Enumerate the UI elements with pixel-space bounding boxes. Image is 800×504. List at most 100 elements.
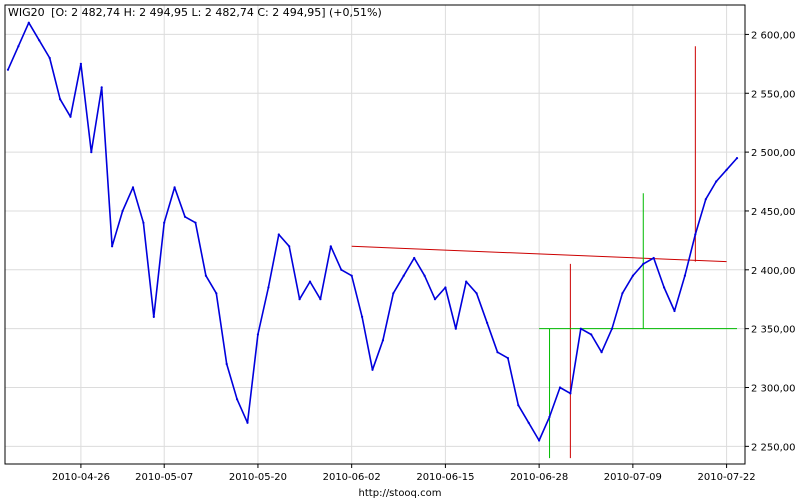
- grid-layer: [5, 5, 745, 464]
- price-point: [673, 309, 676, 313]
- price-point: [319, 298, 322, 301]
- price-point: [236, 398, 239, 401]
- chart-header: WIG20 [O: 2 482,74 H: 2 494,95 L: 2 482,…: [8, 6, 382, 19]
- x-tick-label: 2010-06-28: [510, 472, 568, 483]
- x-tick-label: 2010-06-15: [416, 472, 474, 483]
- price-point: [496, 351, 499, 354]
- annotation-layer: [351, 46, 737, 459]
- price-point: [38, 39, 41, 42]
- price-point: [152, 315, 155, 318]
- price-point: [90, 151, 93, 154]
- x-tick-label: 2010-07-09: [604, 472, 662, 483]
- y-tick-label: 2 300,00: [751, 384, 796, 395]
- price-point: [194, 221, 197, 224]
- y-tick-label: 2 450,00: [751, 207, 796, 218]
- y-tick-label: 2 350,00: [751, 325, 796, 336]
- price-point: [413, 256, 416, 260]
- y-tick-label: 2 600,00: [751, 30, 796, 41]
- price-point: [486, 321, 489, 324]
- price-point: [381, 339, 384, 342]
- price-point: [361, 315, 364, 318]
- price-point: [392, 292, 395, 295]
- price-point: [121, 209, 124, 213]
- resistance-trendline: [351, 245, 727, 263]
- price-point: [704, 198, 707, 201]
- price-point: [246, 421, 249, 424]
- x-axis: 2010-04-26 2010-05-07 2010-05-20 2010-06-02…: [52, 464, 756, 483]
- x-tick-label: 2010-07-22: [698, 472, 756, 483]
- y-tick-label: 2 550,00: [751, 89, 796, 100]
- price-point: [454, 327, 457, 330]
- price-point: [631, 274, 635, 277]
- price-point: [444, 286, 447, 289]
- price-point: [204, 274, 207, 277]
- y-tick-label: 2 400,00: [751, 266, 796, 277]
- price-point: [79, 62, 82, 65]
- price-point: [475, 292, 478, 295]
- price-point: [329, 245, 332, 248]
- price-point: [27, 21, 30, 24]
- price-point: [17, 45, 20, 48]
- series-layer: [6, 21, 739, 442]
- x-tick-label: 2010-04-26: [52, 472, 110, 483]
- price-point: [423, 274, 426, 277]
- price-point: [735, 157, 739, 160]
- price-point: [621, 292, 624, 295]
- price-point: [506, 357, 509, 360]
- y-tick-label: 2 250,00: [751, 442, 796, 453]
- price-point: [6, 68, 10, 71]
- price-point: [111, 245, 114, 248]
- price-point: [340, 268, 343, 271]
- price-point: [600, 351, 603, 354]
- price-point: [48, 56, 51, 60]
- price-point: [69, 115, 72, 118]
- price-point: [142, 221, 145, 224]
- price-point: [652, 256, 655, 260]
- price-point: [725, 168, 728, 171]
- price-point: [694, 233, 697, 236]
- plot-frame: [4, 4, 746, 465]
- price-point: [288, 245, 291, 248]
- price-point: [663, 286, 666, 289]
- x-tick-label: 2010-06-02: [323, 472, 381, 483]
- price-point: [371, 368, 374, 371]
- price-point: [298, 298, 301, 301]
- price-point: [350, 274, 353, 277]
- price-point: [215, 292, 218, 295]
- price-point: [610, 327, 614, 330]
- price-point: [256, 333, 259, 336]
- price-point: [642, 262, 645, 265]
- price-point: [715, 180, 718, 183]
- source-footer: http://stooq.com: [359, 488, 442, 499]
- price-point: [277, 233, 280, 236]
- price-point: [579, 327, 582, 330]
- price-point: [173, 186, 176, 189]
- y-tick-label: 2 500,00: [751, 148, 796, 159]
- price-point: [131, 186, 135, 189]
- price-point: [517, 404, 520, 407]
- price-point: [59, 98, 62, 101]
- price-point: [548, 415, 551, 418]
- ticker-label: WIG20: [8, 6, 45, 19]
- price-point: [267, 286, 270, 289]
- ohlc-label: [O: 2 482,74 H: 2 494,95 L: 2 482,74 C: …: [51, 6, 382, 19]
- price-point: [225, 362, 228, 366]
- price-point: [183, 215, 187, 218]
- price-point: [433, 298, 437, 301]
- price-point: [558, 386, 562, 389]
- x-tick-label: 2010-05-20: [229, 472, 287, 483]
- price-point: [163, 221, 166, 224]
- x-tick-label: 2010-05-07: [135, 472, 193, 483]
- price-point: [569, 392, 572, 395]
- price-point: [590, 333, 593, 336]
- price-point: [308, 280, 312, 283]
- price-point: [538, 439, 541, 442]
- price-point: [100, 86, 103, 89]
- price-point: [402, 274, 405, 277]
- price-point: [465, 280, 468, 283]
- y-axis: 2 250,00 2 300,00 2 350,00 2 400,00 2 450,00…: [745, 30, 796, 453]
- price-point: [683, 274, 687, 277]
